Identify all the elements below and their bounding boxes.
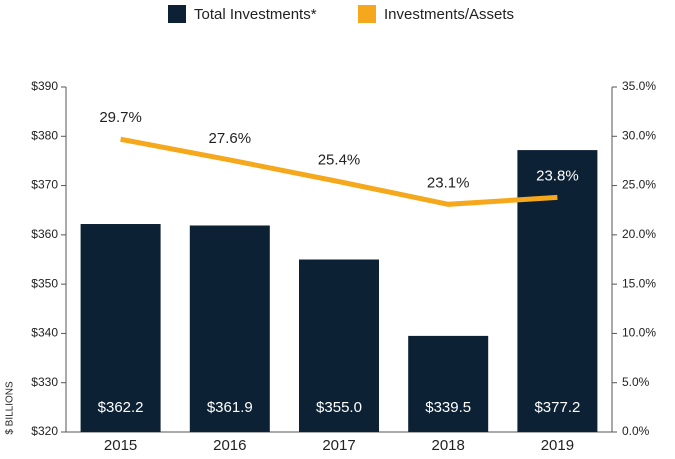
y-tick-label: $390 <box>31 79 58 93</box>
y-axis-label: $ BILLIONS <box>5 381 16 435</box>
bar-label: $362.2 <box>98 399 144 416</box>
y-tick-label: $360 <box>31 227 58 241</box>
y2-tick-label: 0.0% <box>622 424 650 438</box>
legend-swatch <box>358 5 376 23</box>
x-tick-label: 2019 <box>541 437 574 454</box>
y-tick-label: $320 <box>31 424 58 438</box>
x-tick-label: 2015 <box>104 437 137 454</box>
x-tick-label: 2017 <box>322 437 355 454</box>
legend-label: Investments/Assets <box>384 6 514 23</box>
y2-tick-label: 30.0% <box>622 128 656 142</box>
legend-swatch <box>168 5 186 23</box>
y2-tick-label: 5.0% <box>622 375 650 389</box>
line-label: 23.1% <box>427 174 470 191</box>
legend-label: Total Investments* <box>194 6 317 23</box>
y-tick-label: $340 <box>31 326 58 340</box>
y2-tick-label: 20.0% <box>622 227 656 241</box>
bar <box>189 225 270 432</box>
bar <box>408 335 489 432</box>
line-label: 29.7% <box>99 109 142 126</box>
line-label: 25.4% <box>318 152 361 169</box>
bar <box>80 224 161 432</box>
x-tick-label: 2018 <box>432 437 465 454</box>
y2-tick-label: 15.0% <box>622 276 656 290</box>
y2-tick-label: 10.0% <box>622 326 656 340</box>
bar-label: $339.5 <box>425 399 471 416</box>
x-tick-label: 2016 <box>213 437 246 454</box>
bar-label: $361.9 <box>207 399 253 416</box>
bar <box>517 150 598 433</box>
y2-tick-label: 25.0% <box>622 178 656 192</box>
line <box>120 136 558 207</box>
line-label: 23.8% <box>536 167 579 184</box>
bar <box>299 259 379 432</box>
y-tick-label: $380 <box>31 128 58 142</box>
y-tick-label: $350 <box>31 276 58 290</box>
line-label: 27.6% <box>209 130 252 147</box>
y2-tick-label: 35.0% <box>622 79 656 93</box>
bar-label: $355.0 <box>316 399 362 416</box>
y-tick-label: $330 <box>31 375 58 389</box>
bar-label: $377.2 <box>534 399 580 416</box>
y-tick-label: $370 <box>31 178 58 192</box>
